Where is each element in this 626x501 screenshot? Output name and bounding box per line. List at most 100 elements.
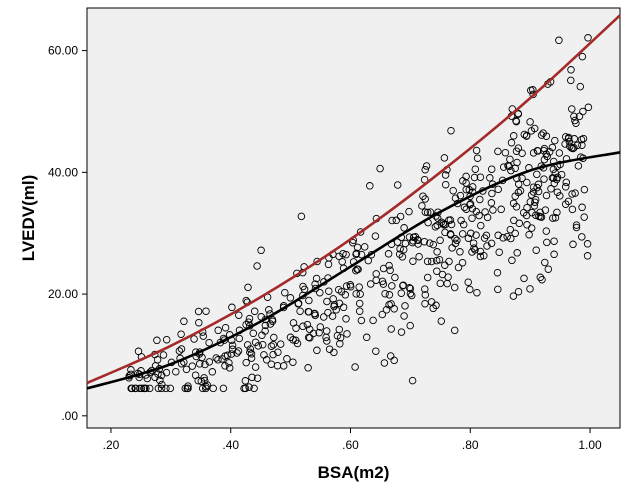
scatter-point: [199, 332, 208, 340]
scatter-point: [470, 173, 479, 182]
scatter-point: [584, 34, 592, 42]
scatter-point: [578, 141, 586, 149]
scatter-point: [507, 138, 516, 147]
scatter-point: [324, 260, 333, 269]
scatter-point: [433, 267, 441, 275]
scatter-point: [489, 206, 497, 214]
scatter-point: [531, 198, 539, 206]
scatter-point: [349, 238, 357, 247]
scatter-point: [547, 185, 555, 193]
scatter-point: [567, 144, 576, 152]
scatter-point: [441, 171, 450, 179]
scatter-point: [305, 308, 313, 316]
scatter-point: [194, 307, 203, 316]
scatter-point: [261, 321, 270, 330]
scatter-point: [254, 342, 262, 350]
scatter-point: [449, 186, 457, 195]
scatter-point: [444, 273, 452, 281]
scatter-point: [577, 135, 586, 144]
scatter-point: [488, 189, 496, 198]
scatter-point: [335, 299, 344, 308]
scatter-point: [549, 214, 557, 222]
scatter-point: [535, 212, 543, 221]
scatter-point: [283, 355, 291, 363]
scatter-point: [409, 257, 417, 265]
scatter-point: [580, 213, 588, 221]
scatter-point: [514, 287, 523, 296]
scatter-point: [550, 237, 558, 245]
scatter-point: [494, 285, 502, 294]
scatter-point: [569, 240, 577, 249]
scatter-point: [464, 278, 472, 286]
scatter-point: [526, 118, 534, 126]
scatter-point: [274, 348, 282, 356]
scatter-point: [381, 289, 389, 298]
scatter-point: [371, 232, 380, 240]
scatter-points: [125, 34, 593, 393]
scatter-point: [578, 52, 587, 61]
scatter-point: [453, 236, 461, 245]
scatter-point: [247, 350, 256, 358]
y-tick-label: 20.00: [48, 287, 78, 301]
scatter-point: [385, 301, 393, 309]
scatter-point: [472, 231, 480, 239]
scatter-point: [406, 321, 414, 330]
scatter-point: [225, 364, 234, 372]
scatter-point: [514, 180, 523, 188]
scatter-point: [409, 233, 418, 242]
scatter-point: [289, 319, 298, 327]
scatter-point: [413, 236, 422, 244]
scatter-point: [513, 249, 521, 257]
scatter-point: [441, 261, 449, 269]
scatter-point: [550, 179, 559, 188]
scatter-point: [316, 323, 325, 331]
scatter-point: [451, 234, 459, 243]
scatter-point: [378, 310, 387, 319]
scatter-point: [191, 371, 200, 379]
scatter-point: [494, 185, 502, 194]
scatter-point: [441, 180, 450, 189]
scatter-point: [421, 299, 429, 308]
scatter-point: [221, 352, 229, 360]
scatter-point: [266, 320, 275, 328]
scatter-point: [497, 205, 505, 214]
scatter-point: [311, 311, 319, 320]
scatter-point: [279, 362, 288, 370]
scatter-point: [532, 246, 540, 254]
scatter-point: [427, 298, 436, 306]
scatter-point: [556, 192, 564, 200]
scatter-point: [190, 335, 198, 343]
scatter-point: [514, 188, 523, 197]
scatter-point: [342, 282, 351, 290]
scatter-point: [421, 165, 429, 174]
scatter-point: [343, 330, 351, 338]
scatter-point: [162, 335, 171, 344]
scatter-point: [357, 250, 366, 259]
scatter-point: [244, 283, 252, 292]
scatter-point: [540, 144, 549, 153]
scatter-point: [511, 229, 519, 238]
scatter-point: [154, 384, 163, 393]
scatter-point: [427, 257, 436, 266]
scatter-point: [214, 326, 222, 335]
scatter-point: [548, 143, 557, 152]
scatter-point: [209, 384, 217, 393]
scatter-point: [393, 181, 402, 189]
scatter-point: [289, 336, 297, 344]
scatter-point: [526, 198, 535, 206]
scatter-point: [541, 258, 549, 267]
scatter-point: [418, 202, 426, 210]
scatter-point: [423, 208, 432, 217]
scatter-point: [369, 316, 377, 325]
scatter-point: [536, 273, 545, 282]
scatter-point: [476, 247, 485, 256]
scatter-point: [525, 230, 533, 239]
scatter-point: [580, 185, 589, 194]
scatter-point: [530, 124, 539, 133]
scatter-point: [262, 356, 271, 364]
scatter-point: [329, 295, 337, 303]
scatter-point: [568, 190, 576, 198]
x-tick-label: .80: [462, 438, 479, 452]
scatter-point: [534, 147, 542, 155]
